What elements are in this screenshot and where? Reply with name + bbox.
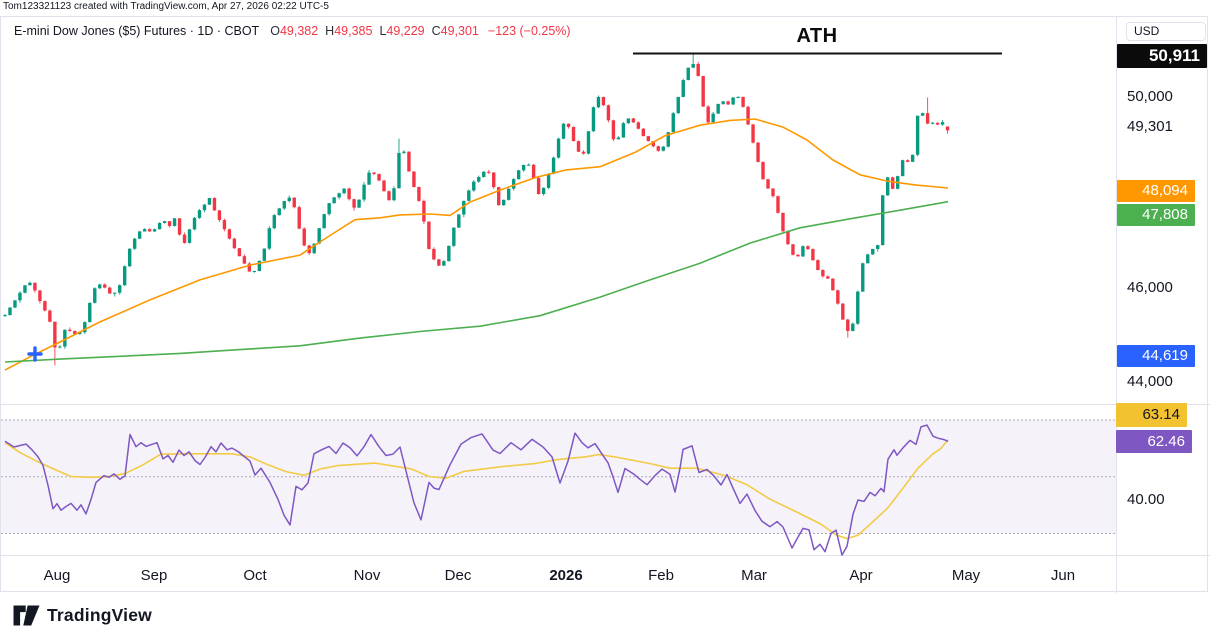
- price-badge: 48,094: [1117, 180, 1195, 202]
- time-axis-label[interactable]: May: [951, 567, 981, 584]
- ath-annotation-label[interactable]: ATH: [796, 25, 838, 47]
- price-axis-label: 40.00: [1127, 491, 1165, 508]
- tradingview-logo-text: TradingView: [47, 605, 152, 625]
- currency-toggle-button[interactable]: USD: [1126, 22, 1206, 41]
- time-axis-label[interactable]: Dec: [444, 567, 472, 584]
- price-badge: 47,808: [1117, 204, 1195, 226]
- time-axis-label[interactable]: Nov: [353, 567, 381, 584]
- ohlc-h: H49,385: [325, 24, 373, 38]
- ohlc-values: O49,382 H49,385 L49,229 C49,301: [270, 24, 486, 38]
- ohlc-c: C49,301: [431, 24, 479, 38]
- symbol-title[interactable]: E-mini Dow Jones ($5) Futures · 1D · CBO…: [14, 24, 260, 38]
- price-axis-label: 46,000: [1127, 279, 1173, 296]
- time-axis-label[interactable]: Mar: [741, 567, 767, 584]
- time-axis-label[interactable]: Sep: [140, 567, 168, 584]
- time-axis-label[interactable]: Jun: [1050, 567, 1076, 584]
- candles-layer: [3, 54, 950, 366]
- symbol-legend[interactable]: E-mini Dow Jones ($5) Futures · 1D · CBO…: [14, 24, 571, 38]
- time-axis-label[interactable]: Feb: [648, 567, 674, 584]
- crosshair-marker: [27, 346, 43, 362]
- chart-frame: [0, 16, 1208, 592]
- time-axis-label[interactable]: Aug: [43, 567, 71, 584]
- price-badge: 50,911: [1117, 44, 1207, 68]
- price-badge: 44,619: [1117, 345, 1195, 367]
- rsi-signal-line: [4, 439, 949, 540]
- attribution-text: Tom123321123 created with TradingView.co…: [3, 1, 329, 12]
- price-axis-label: 44,000: [1127, 373, 1173, 390]
- price-axis-label: 50,000: [1127, 88, 1173, 105]
- ohlc-l: L49,229: [379, 24, 425, 38]
- tradingview-logo[interactable]: TradingView: [13, 605, 152, 626]
- ohlc-o: O49,382: [270, 24, 319, 38]
- change-value: −123 (−0.25%): [487, 24, 571, 38]
- time-axis-label[interactable]: 2026: [549, 567, 583, 584]
- price-badge: 62.46: [1116, 429, 1192, 453]
- price-badge: 63.14: [1116, 403, 1187, 427]
- tradingview-logo-icon: [13, 605, 40, 626]
- time-axis-label[interactable]: Apr: [849, 567, 873, 584]
- ma-fast-line: [4, 118, 949, 371]
- ma-slow-line: [4, 200, 949, 363]
- price-axis-label: 49,301: [1127, 118, 1173, 135]
- rsi-line: [4, 424, 949, 556]
- time-axis-label[interactable]: Oct: [243, 567, 267, 584]
